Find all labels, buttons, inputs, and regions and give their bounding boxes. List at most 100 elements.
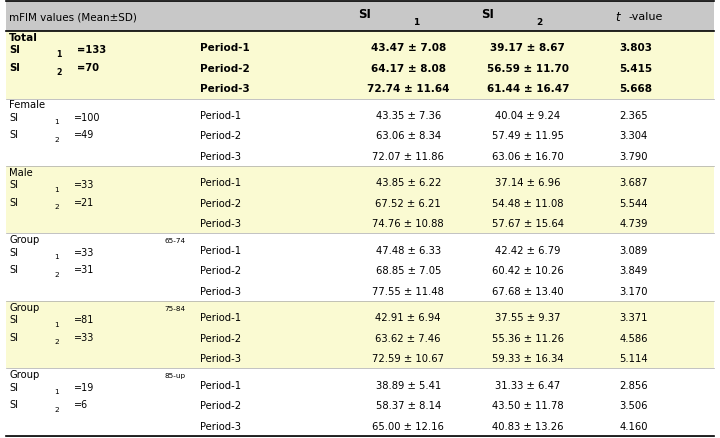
Text: Period-2: Period-2 — [200, 131, 241, 141]
Text: 1: 1 — [54, 186, 59, 192]
Text: Group: Group — [9, 302, 40, 312]
Text: 4.739: 4.739 — [619, 219, 648, 229]
Text: 1: 1 — [54, 119, 59, 125]
Text: 4.160: 4.160 — [619, 420, 648, 431]
Text: 65-74: 65-74 — [165, 237, 186, 244]
Text: 2.365: 2.365 — [619, 111, 648, 120]
Text: =33: =33 — [74, 247, 94, 257]
Bar — [6, 32, 714, 99]
Text: 67.52 ± 6.21: 67.52 ± 6.21 — [375, 198, 441, 208]
Text: 43.47 ± 7.08: 43.47 ± 7.08 — [371, 43, 446, 53]
Bar — [6, 368, 714, 436]
Text: 77.55 ± 11.48: 77.55 ± 11.48 — [372, 286, 444, 296]
Text: 72.59 ± 10.67: 72.59 ± 10.67 — [372, 353, 444, 363]
Text: Female: Female — [9, 100, 45, 110]
Text: 43.50 ± 11.78: 43.50 ± 11.78 — [492, 400, 564, 410]
Text: SI: SI — [9, 314, 19, 325]
Text: 85-up: 85-up — [165, 372, 186, 378]
Text: SI: SI — [9, 197, 19, 207]
Text: SI: SI — [481, 8, 494, 21]
Text: 40.04 ± 9.24: 40.04 ± 9.24 — [495, 111, 560, 120]
Text: 64.17 ± 8.08: 64.17 ± 8.08 — [371, 64, 446, 74]
Text: SI: SI — [9, 130, 19, 140]
Text: 60.42 ± 10.26: 60.42 ± 10.26 — [492, 265, 564, 276]
Text: 56.59 ± 11.70: 56.59 ± 11.70 — [487, 64, 569, 74]
Text: Period-1: Period-1 — [200, 245, 241, 255]
Text: Group: Group — [9, 235, 40, 245]
Text: t: t — [616, 11, 620, 24]
Text: 72.74 ± 11.64: 72.74 ± 11.64 — [367, 84, 449, 94]
Text: SI: SI — [9, 45, 20, 55]
Text: SI: SI — [9, 63, 20, 73]
Text: 43.35 ± 7.36: 43.35 ± 7.36 — [376, 111, 441, 120]
Text: Period-1: Period-1 — [200, 111, 241, 120]
Text: =31: =31 — [74, 265, 94, 275]
Text: Period-2: Period-2 — [200, 64, 250, 74]
Text: 5.668: 5.668 — [619, 84, 652, 94]
Text: Period-3: Period-3 — [200, 219, 241, 229]
Text: Period-3: Period-3 — [200, 353, 241, 363]
Text: 72.07 ± 11.86: 72.07 ± 11.86 — [372, 152, 444, 161]
Text: Total: Total — [9, 33, 38, 43]
Text: Period-3: Period-3 — [200, 84, 250, 94]
Text: 39.17 ± 8.67: 39.17 ± 8.67 — [490, 43, 565, 53]
Text: 2: 2 — [56, 67, 61, 77]
Text: =33: =33 — [74, 180, 94, 190]
Text: 74.76 ± 10.88: 74.76 ± 10.88 — [372, 219, 444, 229]
Text: 57.67 ± 15.64: 57.67 ± 15.64 — [492, 219, 564, 229]
Text: 2.856: 2.856 — [619, 380, 648, 390]
Text: 67.68 ± 13.40: 67.68 ± 13.40 — [492, 286, 564, 296]
Text: SI: SI — [9, 332, 19, 342]
Text: 42.91 ± 6.94: 42.91 ± 6.94 — [376, 313, 441, 322]
Text: =70: =70 — [77, 63, 99, 73]
Text: Period-2: Period-2 — [200, 333, 241, 343]
Text: Period-3: Period-3 — [200, 152, 241, 161]
Text: =133: =133 — [77, 45, 106, 55]
Text: 37.14 ± 6.96: 37.14 ± 6.96 — [495, 178, 560, 188]
Text: -value: -value — [629, 12, 663, 22]
Text: 40.83 ± 13.26: 40.83 ± 13.26 — [492, 420, 564, 431]
Text: 2: 2 — [54, 271, 59, 277]
Text: 3.849: 3.849 — [619, 265, 647, 276]
Text: Period-3: Period-3 — [200, 420, 241, 431]
Text: 59.33 ± 16.34: 59.33 ± 16.34 — [492, 353, 564, 363]
Text: 2: 2 — [54, 406, 59, 412]
Text: 5.544: 5.544 — [619, 198, 648, 208]
Bar — [6, 99, 714, 166]
Text: 37.55 ± 9.37: 37.55 ± 9.37 — [495, 313, 560, 322]
Text: SI: SI — [9, 265, 19, 275]
Bar — [6, 301, 714, 368]
Text: Group: Group — [9, 369, 40, 379]
Text: SI: SI — [9, 399, 19, 409]
Text: 4.586: 4.586 — [619, 333, 648, 343]
Text: 1: 1 — [54, 388, 59, 394]
Text: 2: 2 — [54, 338, 59, 344]
Text: SI: SI — [9, 180, 19, 190]
Text: 1: 1 — [56, 50, 61, 59]
Text: 63.06 ± 16.70: 63.06 ± 16.70 — [492, 152, 564, 161]
Text: 65.00 ± 12.16: 65.00 ± 12.16 — [372, 420, 444, 431]
Text: 31.33 ± 6.47: 31.33 ± 6.47 — [495, 380, 560, 390]
Text: =19: =19 — [74, 382, 94, 392]
Text: 2: 2 — [54, 204, 59, 210]
Text: =33: =33 — [74, 332, 94, 342]
Text: 38.89 ± 5.41: 38.89 ± 5.41 — [376, 380, 441, 390]
Text: =49: =49 — [74, 130, 94, 140]
Text: 3.790: 3.790 — [619, 152, 648, 161]
Text: SI: SI — [358, 8, 371, 21]
Text: 3.687: 3.687 — [619, 178, 648, 188]
Text: 43.85 ± 6.22: 43.85 ± 6.22 — [376, 178, 441, 188]
Text: 1: 1 — [54, 254, 59, 260]
Text: 75-84: 75-84 — [165, 305, 186, 311]
Text: =81: =81 — [74, 314, 94, 325]
Text: Period-1: Period-1 — [200, 313, 241, 322]
Text: 1: 1 — [54, 321, 59, 327]
Text: =100: =100 — [74, 113, 101, 123]
Text: Period-2: Period-2 — [200, 400, 241, 410]
Text: Period-1: Period-1 — [200, 43, 250, 53]
Text: Period-1: Period-1 — [200, 178, 241, 188]
Text: Male: Male — [9, 167, 33, 177]
Text: mFIM values (Mean±SD): mFIM values (Mean±SD) — [9, 12, 138, 22]
Text: 54.48 ± 11.08: 54.48 ± 11.08 — [492, 198, 564, 208]
Text: =6: =6 — [74, 399, 88, 409]
